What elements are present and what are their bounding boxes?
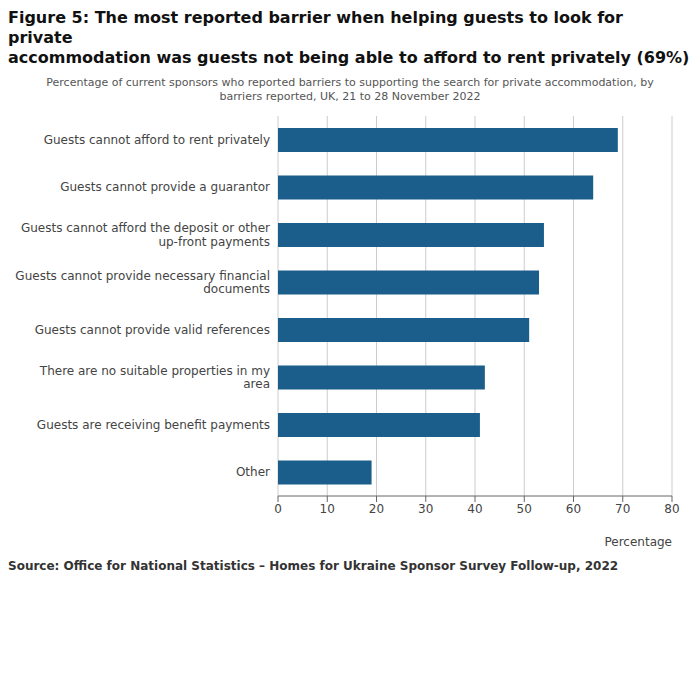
svg-text:Guests cannot afford to rent p: Guests cannot afford to rent privately	[44, 133, 270, 147]
svg-text:10: 10	[320, 501, 335, 515]
svg-text:Guests cannot provide necessar: Guests cannot provide necessary financia…	[15, 268, 270, 295]
svg-text:Guests cannot provide valid re: Guests cannot provide valid references	[35, 323, 270, 337]
svg-text:80: 80	[664, 501, 679, 515]
svg-text:30: 30	[418, 501, 433, 515]
svg-text:40: 40	[467, 501, 482, 515]
svg-text:70: 70	[615, 501, 630, 515]
svg-text:20: 20	[369, 501, 384, 515]
svg-text:50: 50	[517, 501, 532, 515]
svg-text:Guests are receiving benefit p: Guests are receiving benefit payments	[37, 418, 270, 432]
svg-text:There are no suitable properti: There are no suitable properties in myar…	[39, 363, 270, 390]
svg-text:Guests cannot provide a guaran: Guests cannot provide a guarantor	[60, 180, 270, 194]
svg-text:0: 0	[274, 501, 282, 515]
svg-text:Percentage: Percentage	[604, 535, 672, 549]
svg-text:60: 60	[566, 501, 581, 515]
svg-text:Guests cannot afford the depos: Guests cannot afford the deposit or othe…	[21, 221, 270, 248]
html-text:Percentage of current sponsors: Percentage of current sponsors who repor…	[46, 76, 654, 104]
svg-text:Other: Other	[236, 465, 270, 479]
html-text:Figure 5: The most reported ba: Figure 5: The most reported barrier when…	[8, 8, 690, 67]
html-text:Source: Office for National St: Source: Office for National Statistics –…	[8, 558, 619, 573]
